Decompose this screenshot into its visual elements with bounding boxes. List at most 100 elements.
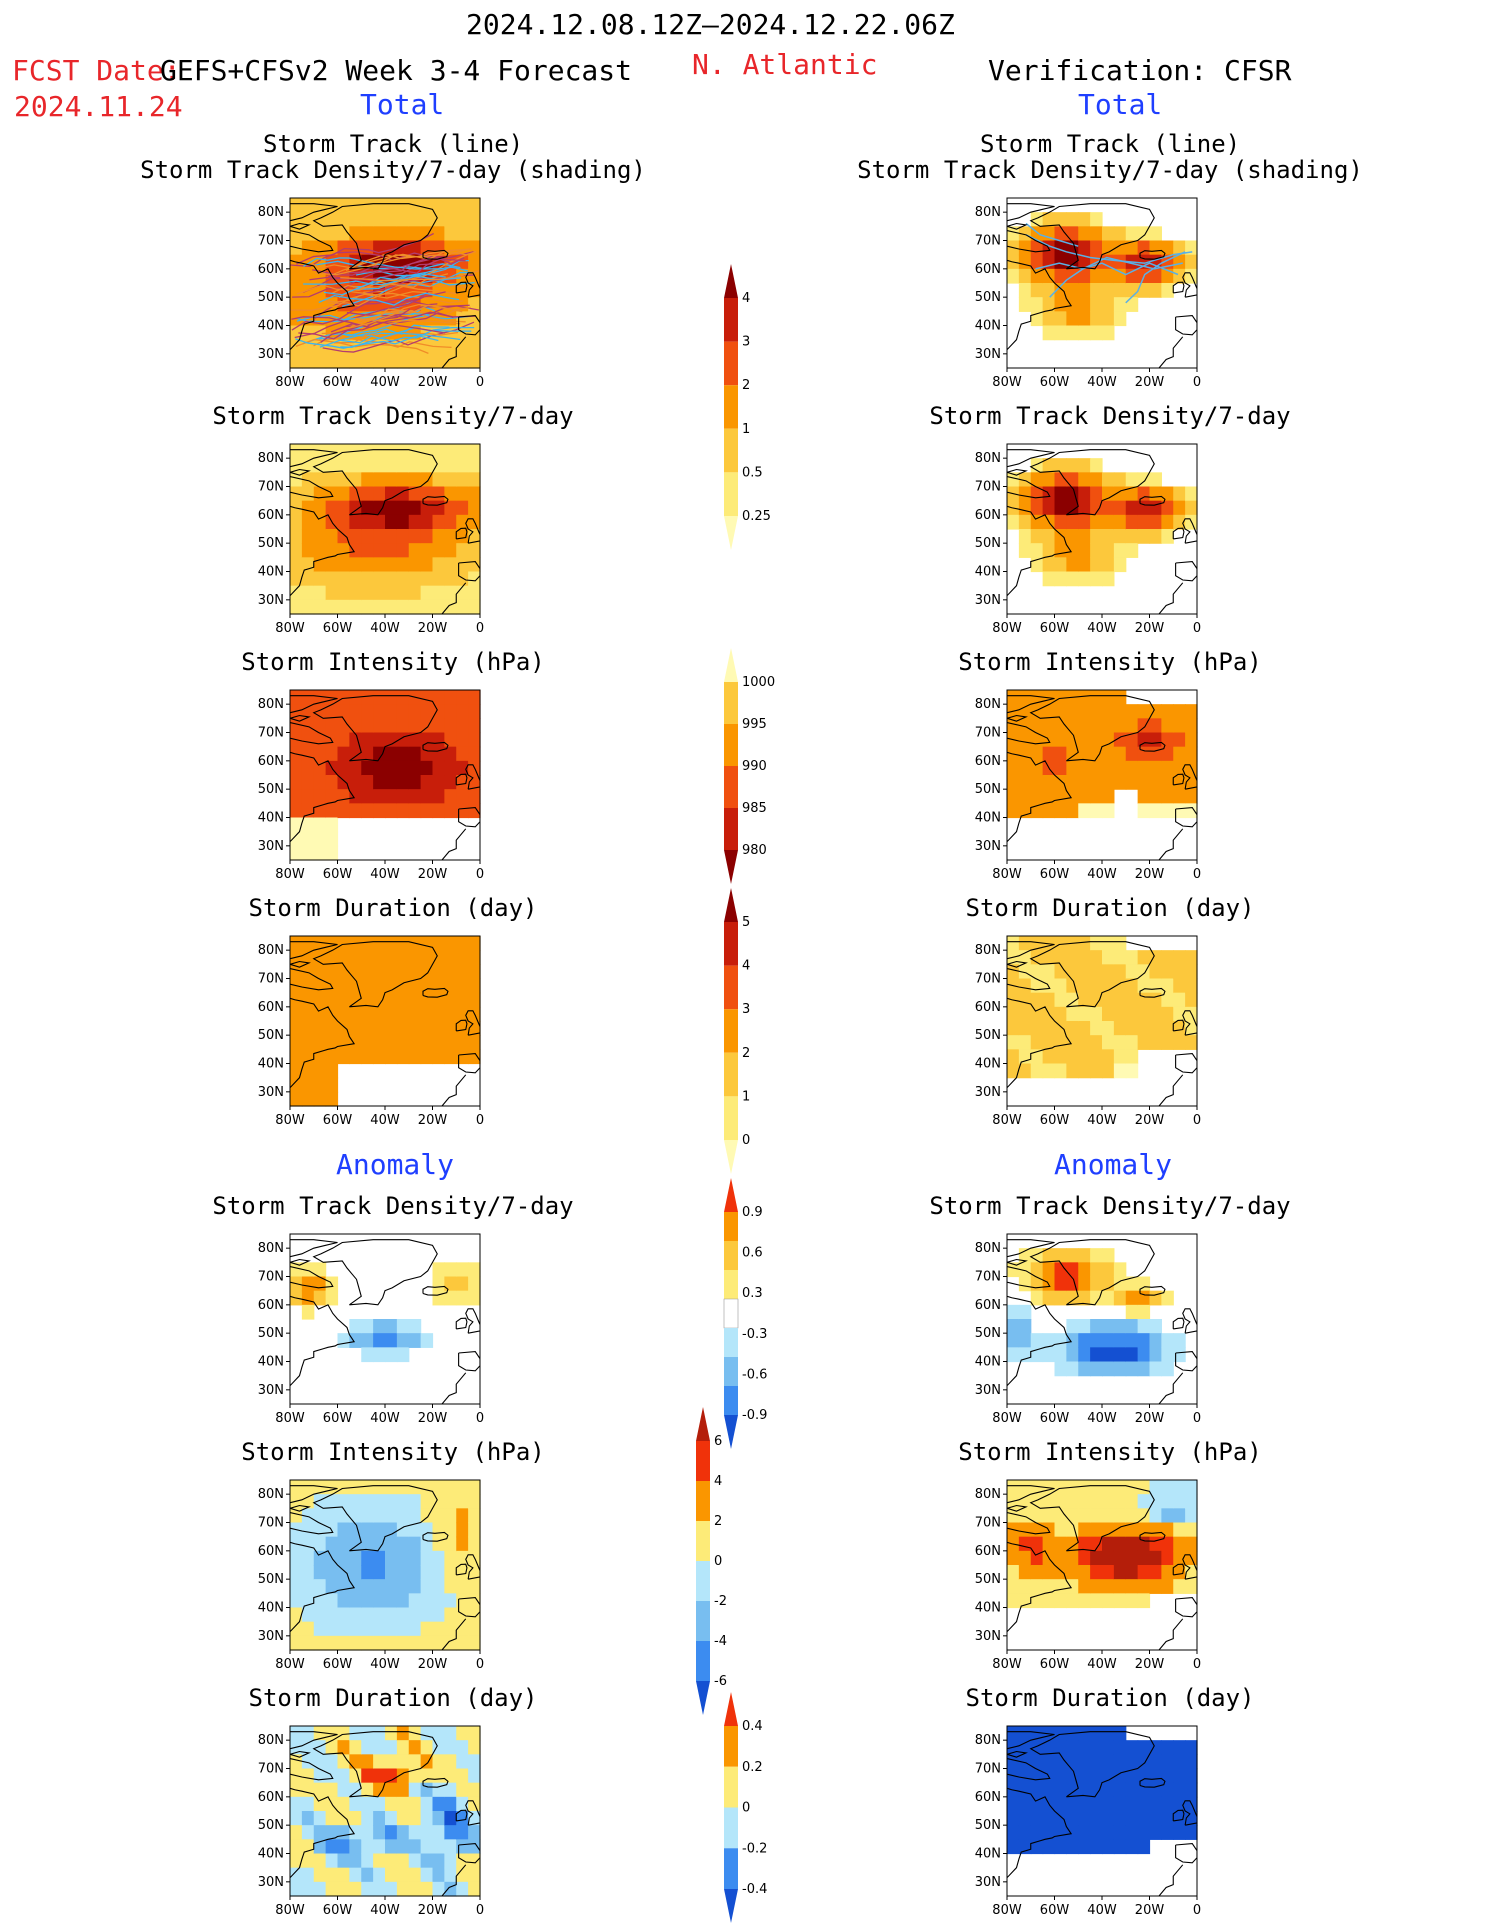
field-cell: [313, 500, 327, 516]
lat-tick-label: 60N: [258, 508, 284, 523]
field-cell: [325, 1593, 339, 1609]
field-cell: [349, 1607, 362, 1623]
field-cell: [420, 444, 434, 459]
field-cell: [420, 1839, 434, 1855]
field-cell: [1066, 472, 1079, 488]
field-cell: [1137, 1565, 1151, 1580]
field-cell: [290, 1853, 303, 1869]
field-cell: [1137, 1006, 1151, 1022]
field-cell: [1102, 1006, 1115, 1022]
field-cell: [444, 1049, 457, 1065]
field-cell: [1102, 1035, 1115, 1050]
field-cell: [1054, 1262, 1067, 1278]
field-cell: [1007, 1021, 1020, 1036]
field-cell: [1054, 789, 1067, 804]
field-cell: [337, 1522, 350, 1538]
field-cell: [290, 529, 303, 544]
coastline: [1196, 1544, 1197, 1556]
field-cell: [1173, 732, 1186, 748]
colorbar-segment: [724, 428, 738, 473]
field-cell: [444, 1796, 457, 1812]
field-cell: [432, 1480, 445, 1495]
field-cell: [325, 1508, 339, 1524]
field-cell: [1102, 486, 1115, 502]
field-cell: [1090, 325, 1103, 341]
field-cell: [325, 789, 339, 804]
field-cell: [444, 599, 457, 615]
coastline: [1196, 1000, 1197, 1012]
field-cell: [1042, 1035, 1056, 1050]
field-cell: [1066, 1248, 1079, 1263]
field-cell: [1137, 775, 1151, 790]
storm-track-line: [1025, 222, 1079, 247]
field-cell: [1090, 543, 1103, 558]
field-cell: [290, 1077, 303, 1093]
field-cell: [290, 1049, 303, 1065]
coastline: [290, 1295, 356, 1403]
field-cell: [385, 1593, 398, 1609]
coastline: [479, 1544, 480, 1556]
field-cell: [1054, 514, 1067, 530]
field-cell: [373, 458, 386, 473]
lat-tick-label: 70N: [975, 480, 1001, 495]
field-cell: [349, 1021, 362, 1036]
field-cell: [1137, 1536, 1151, 1552]
field-cell: [1113, 1361, 1127, 1377]
coastlines: [1007, 941, 1197, 1106]
field-cell: [456, 1262, 469, 1278]
field-cell: [1066, 1063, 1079, 1079]
field-cell: [361, 1853, 374, 1869]
field-cell: [1078, 486, 1091, 502]
field-cell: [1125, 1494, 1139, 1509]
field-cell: [396, 1565, 410, 1580]
field-cell: [444, 1593, 457, 1609]
field-cell: [361, 1839, 374, 1855]
coastline: [1172, 281, 1185, 294]
field-cell: [337, 1480, 350, 1495]
field-cell: [337, 599, 350, 615]
field-cell: [1054, 1754, 1067, 1770]
field-cell: [337, 1839, 350, 1855]
field-cell: [290, 1508, 303, 1524]
field-cell: [313, 831, 327, 847]
field-cell: [349, 1494, 362, 1509]
field-cell: [456, 1811, 469, 1826]
field-cell: [1078, 1782, 1091, 1798]
field-cell: [337, 1768, 350, 1784]
field-cell: [1125, 1740, 1139, 1755]
field-cell: [1018, 1796, 1032, 1812]
field-cell: [1090, 732, 1103, 748]
field-cell: [1054, 732, 1067, 748]
lon-tick-label: 40W: [1087, 1113, 1117, 1128]
field-cell: [1078, 1550, 1091, 1566]
field-cell: [456, 339, 469, 355]
coastline: [1029, 941, 1155, 1008]
storm-track-line: [353, 303, 463, 328]
field-cell: [337, 1035, 350, 1050]
coastline: [422, 1777, 449, 1788]
field-cell: [444, 543, 457, 558]
field-cell: [1030, 1262, 1044, 1278]
field-cell: [290, 1607, 303, 1623]
field-cell: [1007, 1006, 1020, 1022]
field-cell: [1030, 1796, 1044, 1812]
lat-tick-label: 30N: [258, 1383, 284, 1398]
lat-tick-label: 50N: [975, 1818, 1001, 1833]
field-cell: [385, 1579, 398, 1594]
field-cell: [1137, 1035, 1151, 1050]
field-cell: [1137, 1304, 1151, 1320]
field-cell: [456, 585, 469, 601]
field-cell: [361, 789, 374, 804]
field-cell: [396, 585, 410, 601]
field-cell: [1042, 1494, 1056, 1509]
anomaly-label-left: Anomaly: [336, 1148, 455, 1181]
field-cell: [373, 514, 386, 530]
field-cell: [301, 992, 315, 1008]
field-cell: [1054, 1579, 1067, 1594]
lat-tick-label: 60N: [975, 262, 1001, 277]
field-cell: [468, 1276, 481, 1292]
field-cell: [468, 1825, 481, 1840]
field-cell: [1102, 936, 1115, 951]
field-cell: [1054, 472, 1067, 488]
